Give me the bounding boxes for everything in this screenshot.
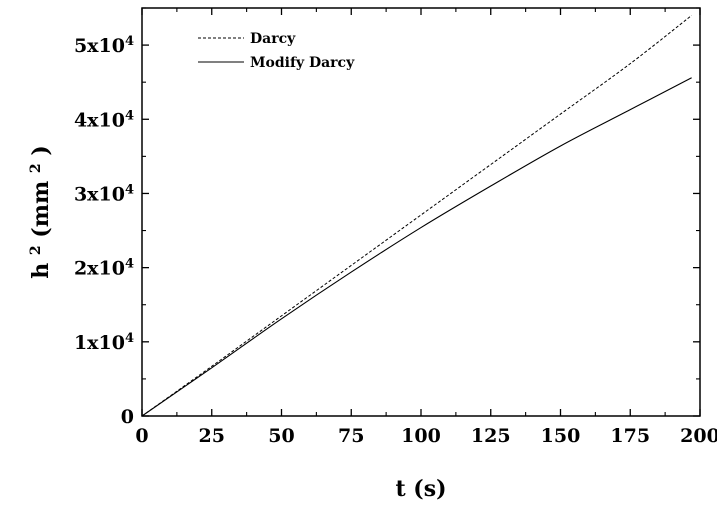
- y-axis-title: h 2 (mm 2 ): [28, 145, 54, 279]
- y-axis-title-base: h: [28, 263, 54, 279]
- x-axis-title: t (s): [395, 476, 446, 502]
- series-line-darcy: [141, 15, 692, 417]
- y-axis-title-sup: 2: [28, 245, 44, 255]
- y-tick-label: 3x104: [74, 182, 134, 206]
- y-tick-label: 4x104: [74, 108, 134, 132]
- x-tick-label: 200: [680, 425, 717, 447]
- legend-label: Modify Darcy: [250, 55, 355, 71]
- y-tick-label: 0: [121, 406, 134, 428]
- x-tick-label: 175: [610, 425, 650, 447]
- x-tick-label: 25: [199, 425, 225, 447]
- x-tick-label: 150: [541, 425, 581, 447]
- series-line-modify-darcy: [141, 77, 692, 417]
- y-tick-label: 2x104: [74, 256, 134, 280]
- y-tick-label: 1x104: [74, 330, 134, 354]
- x-tick-label: 100: [401, 425, 441, 447]
- x-tick-label: 50: [268, 425, 294, 447]
- x-tick-label: 75: [338, 425, 364, 447]
- y-axis-title-unit-close: ): [28, 145, 54, 155]
- x-tick-label: 0: [135, 425, 148, 447]
- y-tick-label: 5x104: [74, 34, 134, 58]
- x-tick-label: 125: [471, 425, 511, 447]
- y-axis-title-unit-open: (mm: [28, 181, 54, 238]
- plot-frame: [141, 7, 701, 417]
- y-axis-title-unit-sup: 2: [28, 163, 44, 173]
- legend-label: Darcy: [250, 31, 296, 47]
